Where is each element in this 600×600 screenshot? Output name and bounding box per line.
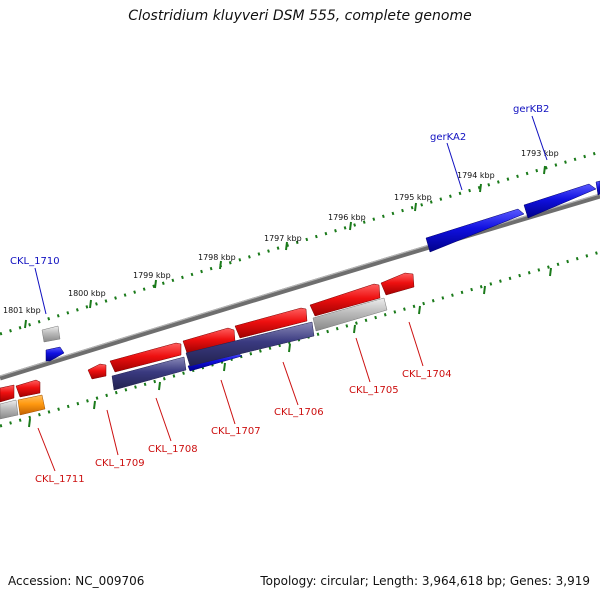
feature-block	[0, 399, 19, 420]
ruler-label: 1797 kbp	[264, 234, 302, 243]
gene-label-ckl-1704[interactable]: CKL_1704	[402, 369, 452, 380]
gene-label-ckl-1709[interactable]: CKL_1709	[95, 458, 145, 469]
gene-labels: gerKB2 gerKA2 CKL_1710 CKL_1704 CKL_1705…	[10, 104, 549, 485]
forward-gene[interactable]	[425, 208, 525, 253]
reverse-gene[interactable]	[309, 283, 381, 317]
reverse-gene[interactable]	[380, 272, 415, 296]
ruler-label: 1795 kbp	[394, 193, 432, 202]
genome-backbone	[0, 193, 600, 381]
reverse-gene[interactable]	[87, 363, 107, 380]
gene-label-ckl-1705[interactable]: CKL_1705	[349, 385, 399, 396]
ruler-label: 1796 kbp	[328, 213, 366, 222]
genome-backbone-highlight	[0, 193, 600, 377]
gene-label-gerkb2[interactable]: gerKB2	[513, 104, 549, 115]
gene-label-ckl-1710[interactable]: CKL_1710	[10, 256, 60, 267]
reverse-gene[interactable]	[0, 384, 15, 403]
reverse-major-ticks	[28, 267, 552, 428]
ruler-label: 1794 kbp	[457, 171, 495, 180]
gene-label-ckl-1708[interactable]: CKL_1708	[148, 444, 198, 455]
accession-text: Accession: NC_009706	[8, 574, 145, 588]
genome-summary: Topology: circular; Length: 3,964,618 bp…	[260, 574, 590, 588]
forward-major-ticks	[24, 165, 546, 329]
forward-gene[interactable]	[523, 183, 597, 219]
reverse-gene[interactable]	[15, 379, 41, 398]
map-title: Clostridium kluyveri DSM 555, complete g…	[128, 8, 472, 24]
feature-tracks	[0, 297, 388, 420]
reverse-gene[interactable]	[109, 342, 182, 373]
ruler-label: 1793 kbp	[521, 149, 559, 158]
reverse-gene[interactable]	[182, 327, 236, 354]
feature-block	[41, 325, 61, 343]
ruler-label: 1801 kbp	[3, 306, 41, 315]
forward-gene[interactable]	[595, 180, 600, 196]
feature-block	[111, 356, 187, 391]
gene-label-ckl-1711[interactable]: CKL_1711	[35, 474, 85, 485]
feature-block	[185, 321, 315, 367]
reverse-gene[interactable]	[234, 307, 308, 339]
rna-gene	[17, 394, 46, 416]
reverse-genes	[0, 272, 415, 403]
feature-block	[312, 297, 388, 332]
ruler-label: 1798 kbp	[198, 253, 236, 262]
ruler-label: 1799 kbp	[133, 271, 171, 280]
gene-label-ckl-1706[interactable]: CKL_1706	[274, 407, 324, 418]
ruler-label: 1800 kbp	[68, 289, 106, 298]
ruler-labels: 1793 kbp 1794 kbp 1795 kbp 1796 kbp 1797…	[3, 149, 559, 315]
callout-lines	[34, 115, 548, 472]
gene-label-gerka2[interactable]: gerKA2	[430, 132, 466, 143]
forward-gene[interactable]	[45, 346, 65, 362]
gene-label-ckl-1707[interactable]: CKL_1707	[211, 426, 261, 437]
forward-genes	[45, 180, 600, 372]
